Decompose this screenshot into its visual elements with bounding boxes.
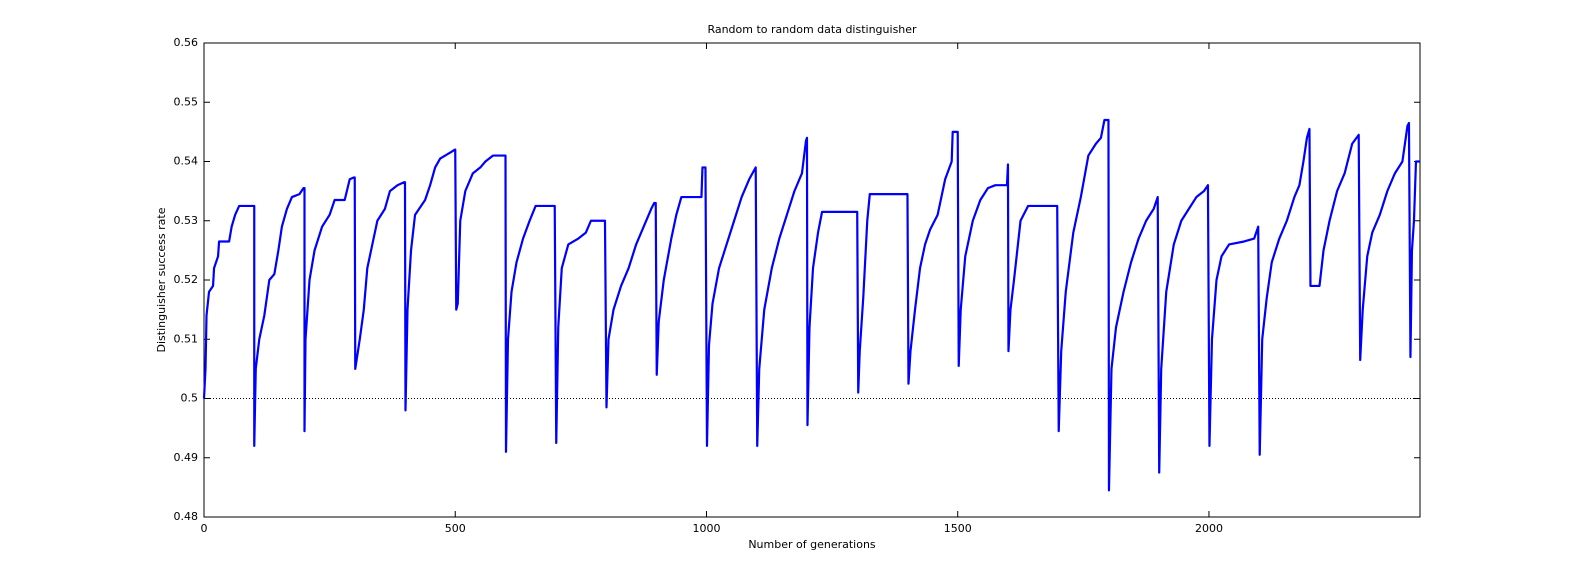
y-tick-label: 0.52 (174, 273, 199, 286)
y-tick-label: 0.49 (174, 451, 199, 464)
data-line (202, 118, 1420, 492)
x-tick-label: 1500 (944, 522, 972, 535)
x-tick-label: 2000 (1195, 522, 1223, 535)
x-tick-label: 500 (445, 522, 466, 535)
chart-title: Random to random data distinguisher (707, 23, 917, 36)
x-tick-label: 1000 (692, 522, 720, 535)
x-axis-label: Number of generations (748, 538, 876, 551)
y-tick-label: 0.51 (174, 332, 199, 345)
y-tick-label: 0.54 (174, 155, 199, 168)
y-tick-label: 0.53 (174, 214, 199, 227)
y-tick-label: 0.55 (174, 95, 199, 108)
y-axis-label: Distinguisher success rate (155, 207, 168, 352)
y-tick-label: 0.48 (174, 510, 199, 523)
y-tick-label: 0.56 (174, 36, 199, 49)
x-tick-label: 0 (201, 522, 208, 535)
y-tick-label: 0.5 (181, 392, 199, 405)
